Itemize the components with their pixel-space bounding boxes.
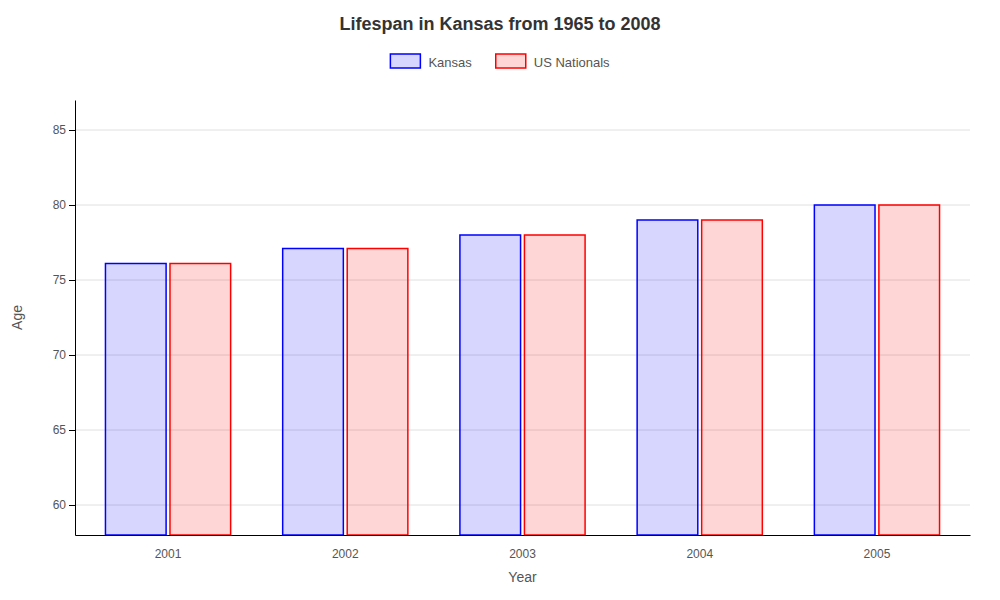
legend-label: Kansas (428, 55, 472, 70)
x-axis: 2001 2002 2003 2004 2005 (76, 536, 971, 562)
bar (460, 235, 521, 535)
x-tick-label: 2003 (509, 547, 536, 561)
y-tick: 85 (53, 123, 75, 137)
legend-item: Kansas (390, 54, 472, 70)
legend-item: US Nationals (496, 54, 610, 70)
bar (170, 264, 231, 536)
y-tick: 70 (53, 348, 75, 362)
x-tick-label: 2004 (686, 547, 713, 561)
y-tick-mark (69, 205, 75, 206)
y-tick-mark (69, 355, 75, 356)
x-tick: 2001 (155, 547, 182, 561)
x-tick-label: 2002 (332, 547, 359, 561)
legend-swatch (496, 54, 526, 68)
x-tick: 2003 (509, 547, 536, 561)
x-tick: 2002 (332, 547, 359, 561)
bar-series (105, 205, 875, 535)
chart-container: 60 65 70 75 80 85 2001 2002 2003 2004 2005 Lifespan… (0, 0, 1000, 600)
bar (283, 249, 344, 536)
x-axis-label: Year (508, 569, 537, 585)
y-tick-label: 65 (53, 423, 67, 437)
bar (105, 264, 166, 536)
y-tick-mark (69, 130, 75, 131)
y-axis-line (75, 101, 76, 536)
x-axis-line (76, 535, 971, 536)
y-tick-mark (69, 280, 75, 281)
y-tick: 65 (53, 423, 75, 437)
legend-swatch (390, 54, 420, 68)
chart: 60 65 70 75 80 85 2001 2002 2003 2004 2005 Lifespan… (0, 0, 1000, 600)
bar-series (170, 205, 940, 535)
legend-label: US Nationals (534, 55, 610, 70)
y-axis: 60 65 70 75 80 85 (53, 101, 76, 536)
x-tick: 2004 (686, 547, 713, 561)
y-tick-label: 60 (53, 498, 67, 512)
x-tick: 2005 (864, 547, 891, 561)
bar (702, 220, 763, 535)
y-tick-mark (69, 505, 75, 506)
y-axis-label: Age (9, 305, 25, 330)
y-tick-label: 85 (53, 123, 67, 137)
legend: Kansas US Nationals (390, 54, 610, 70)
y-tick-label: 70 (53, 348, 67, 362)
y-tick-mark (69, 430, 75, 431)
bar (637, 220, 698, 535)
bar (524, 235, 585, 535)
x-tick-label: 2001 (155, 547, 182, 561)
bar (347, 249, 408, 536)
bar (879, 205, 940, 535)
x-tick-label: 2005 (864, 547, 891, 561)
title: Lifespan in Kansas from 1965 to 2008 (339, 14, 660, 34)
grid-line (75, 130, 970, 131)
bars (105, 205, 939, 535)
y-tick: 80 (53, 198, 75, 212)
y-tick-label: 80 (53, 198, 67, 212)
y-tick: 60 (53, 498, 75, 512)
y-tick-label: 75 (53, 273, 67, 287)
y-tick: 75 (53, 273, 75, 287)
bar (814, 205, 875, 535)
